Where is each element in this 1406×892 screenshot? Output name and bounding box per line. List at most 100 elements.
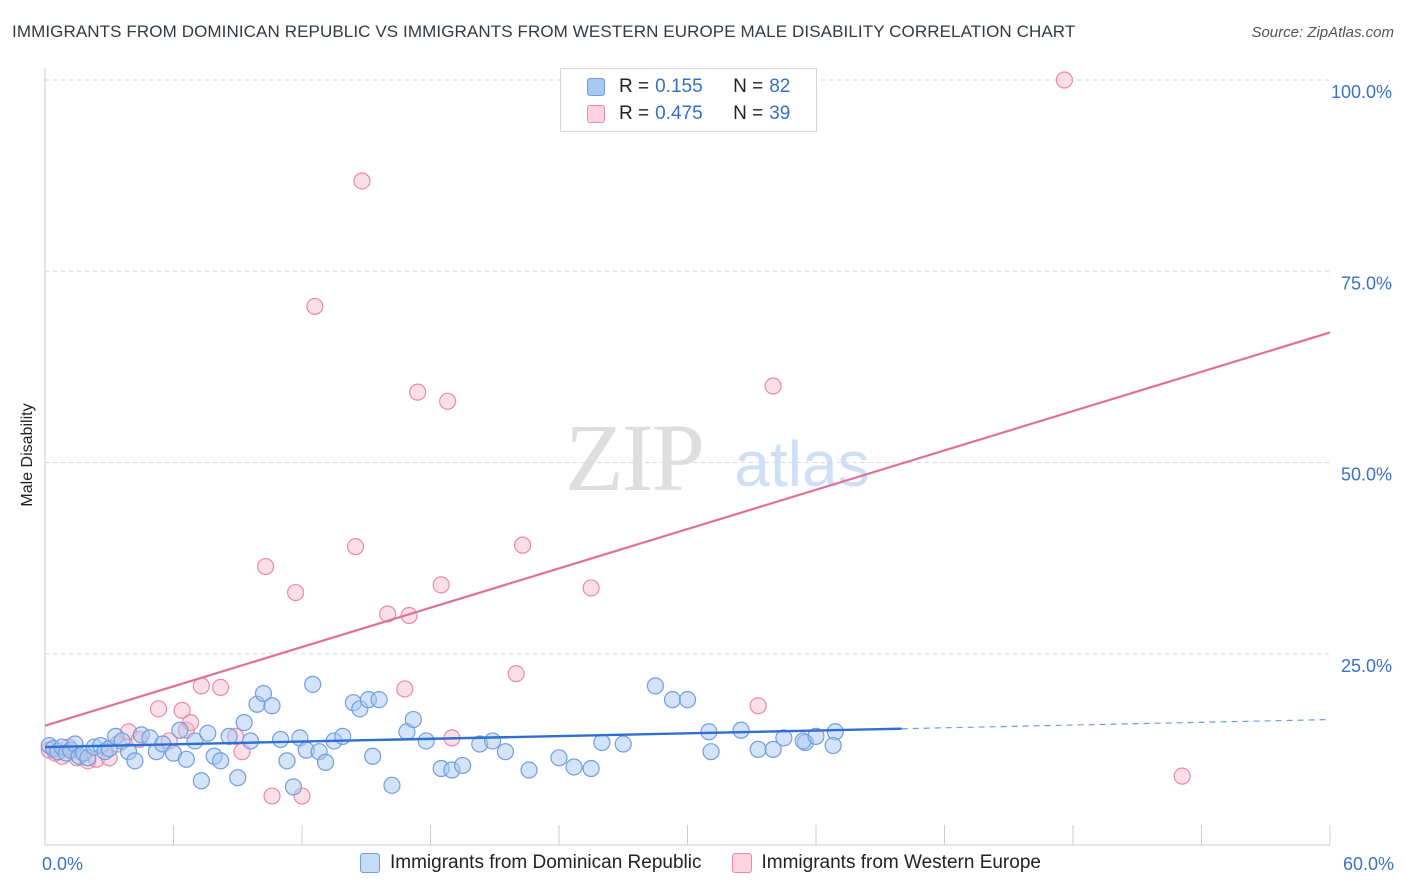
- trend-line-dominican-extension: [901, 718, 1331, 730]
- series-dominican-republic: [40, 675, 844, 796]
- data-point-dominican: [749, 740, 767, 758]
- data-point-dominican: [775, 729, 793, 747]
- legend-item-western-europe[interactable]: Immigrants from Western Europe: [731, 852, 1041, 874]
- data-point-dominican: [235, 713, 253, 732]
- y-tick-label: 50.0%: [1341, 465, 1392, 485]
- legend-n-value: 82: [769, 76, 791, 97]
- watermark-zip: ZIP: [565, 404, 703, 511]
- y-tick-label: 25.0%: [1341, 656, 1392, 676]
- data-point-dominican: [229, 769, 247, 787]
- data-point-western-europe: [353, 172, 371, 190]
- data-point-dominican: [242, 732, 260, 750]
- data-point-dominican: [824, 736, 842, 755]
- legend-row-dominican: R = 0.155 N = 82: [587, 75, 790, 99]
- data-point-dominican: [383, 776, 401, 794]
- legend-row-western-europe: R = 0.475 N = 39: [587, 102, 790, 126]
- legend-label-western-europe: Immigrants from Western Europe: [761, 852, 1041, 873]
- data-point-western-europe: [749, 697, 767, 715]
- data-point-dominican: [212, 752, 230, 770]
- data-point-dominican: [550, 749, 568, 767]
- legend-r-value: 0.475: [655, 103, 703, 124]
- data-point-western-europe: [1173, 767, 1191, 785]
- legend-swatch-blue: [360, 853, 380, 873]
- data-point-dominican: [593, 733, 611, 752]
- data-point-western-europe: [256, 557, 275, 576]
- data-point-dominican: [678, 691, 697, 709]
- data-point-dominican: [807, 727, 825, 745]
- trend-lines: [44, 331, 1331, 749]
- trend-line-western-europe: [44, 331, 1331, 727]
- data-point-dominican: [764, 740, 782, 758]
- data-point-dominican: [199, 724, 217, 742]
- data-point-western-europe: [582, 579, 600, 597]
- legend-swatch-pink: [731, 853, 752, 873]
- data-point-dominican: [171, 721, 189, 739]
- legend-r-label: R =: [619, 76, 650, 97]
- data-point-western-europe: [286, 583, 305, 602]
- data-point-western-europe: [173, 701, 191, 719]
- legend-n-value: 39: [769, 103, 791, 124]
- data-point-dominican: [364, 747, 382, 765]
- legend-r-value: 0.155: [655, 76, 703, 97]
- tick-labels: 25.0% 50.0% 75.0% 100.0% 0.0% 60.0%: [42, 82, 1394, 874]
- data-point-dominican: [177, 750, 195, 768]
- data-point-western-europe: [263, 787, 281, 805]
- x-tick-label: 60.0%: [1343, 854, 1394, 874]
- trend-line-dominican: [44, 727, 902, 749]
- legend-item-dominican[interactable]: Immigrants from Dominican Republic: [360, 852, 702, 874]
- legend-swatch-blue: [587, 78, 605, 96]
- x-tick-label: 0.0%: [42, 854, 83, 874]
- data-point-western-europe: [513, 536, 532, 554]
- data-point-dominican: [663, 691, 682, 709]
- legend-label-dominican: Immigrants from Dominican Republic: [390, 852, 702, 873]
- legend-n-label: N =: [733, 103, 764, 124]
- data-point-dominican: [614, 735, 632, 753]
- data-point-dominican: [404, 710, 422, 729]
- data-point-western-europe: [507, 665, 525, 683]
- data-point-western-europe: [439, 392, 457, 410]
- data-point-dominican: [271, 730, 290, 749]
- data-point-dominican: [126, 752, 144, 770]
- data-point-dominican: [192, 772, 210, 790]
- data-point-dominican: [454, 756, 472, 775]
- data-point-dominican: [484, 732, 502, 750]
- legend-swatch-pink: [587, 105, 605, 123]
- data-point-dominican: [370, 691, 388, 709]
- data-point-dominican: [304, 675, 322, 693]
- watermark-atlas: atlas: [734, 428, 869, 500]
- data-point-dominican: [496, 743, 515, 761]
- data-point-dominican: [582, 759, 600, 778]
- data-point-western-europe: [149, 700, 168, 718]
- data-point-western-europe: [400, 606, 418, 625]
- data-point-dominican: [220, 727, 238, 745]
- data-point-dominican: [646, 677, 664, 695]
- data-point-dominican: [732, 721, 750, 739]
- data-point-western-europe: [306, 297, 324, 316]
- series-legend: Immigrants from Dominican Republic Immig…: [360, 852, 1071, 874]
- data-point-dominican: [278, 752, 296, 770]
- source-label: Source: ZipAtlas.com: [1251, 24, 1394, 41]
- legend-r-label: R =: [619, 103, 650, 124]
- data-point-dominican: [284, 778, 303, 796]
- data-point-western-europe: [346, 538, 365, 556]
- y-tick-label: 75.0%: [1341, 273, 1392, 293]
- data-point-dominican: [702, 743, 720, 761]
- data-point-dominican: [254, 684, 273, 703]
- data-point-western-europe: [396, 680, 414, 698]
- data-point-dominican: [565, 758, 583, 776]
- data-point-dominican: [316, 753, 335, 771]
- data-point-dominican: [263, 697, 281, 715]
- data-point-western-europe: [432, 576, 450, 594]
- axes: [44, 68, 1331, 846]
- y-tick-label: 100.0%: [1331, 82, 1392, 102]
- data-point-western-europe: [1055, 71, 1074, 89]
- gridlines: [45, 79, 1330, 655]
- watermark: ZIP atlas: [565, 404, 870, 511]
- data-point-western-europe: [379, 605, 397, 623]
- legend-n-label: N =: [733, 76, 764, 97]
- data-point-western-europe: [212, 678, 230, 697]
- chart-title: IMMIGRANTS FROM DOMINICAN REPUBLIC VS IM…: [12, 22, 1076, 41]
- correlation-legend: R = 0.155 N = 82 R = 0.475 N = 39: [560, 68, 817, 132]
- data-point-dominican: [520, 761, 538, 779]
